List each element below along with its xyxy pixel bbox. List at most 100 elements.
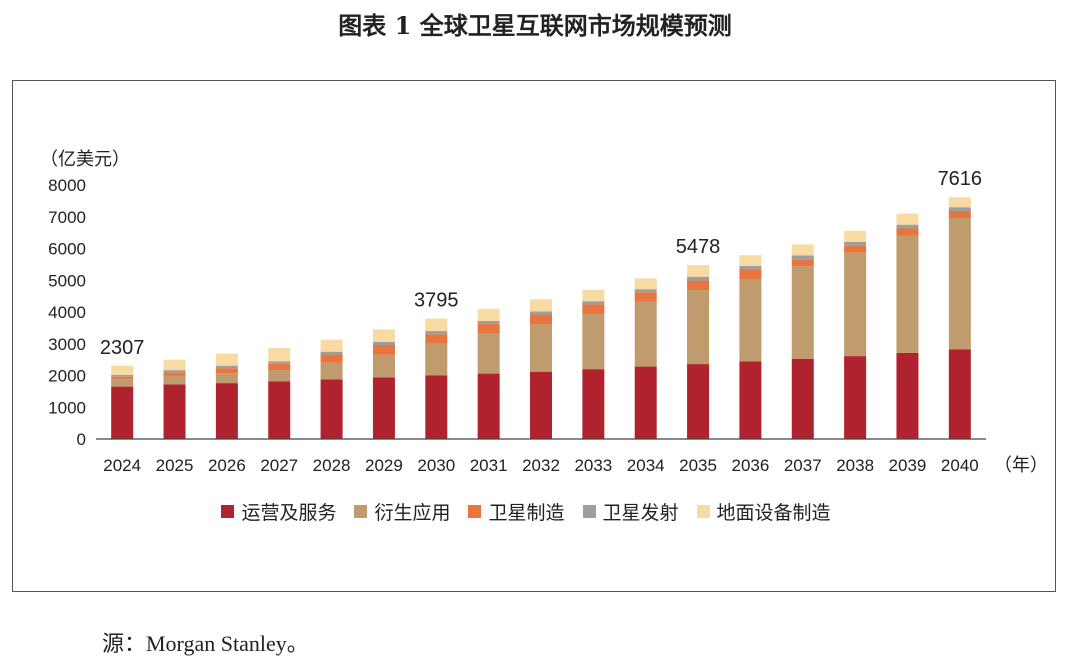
y-tick-label: 1000 xyxy=(48,398,86,417)
bar-segment-2026 xyxy=(215,373,238,384)
bar-segment-2037 xyxy=(791,266,814,359)
bar-segment-2039 xyxy=(896,235,919,353)
y-tick-label: 5000 xyxy=(48,271,86,290)
x-tick-label: 2031 xyxy=(470,456,508,475)
x-tick-label: 2030 xyxy=(417,456,455,475)
bar-segment-2035 xyxy=(687,290,710,365)
bar-segment-2025 xyxy=(163,370,186,373)
bar-segment-2030 xyxy=(425,375,448,439)
bar-segment-2038 xyxy=(844,230,867,242)
x-tick-label: 2026 xyxy=(208,456,246,475)
bar-segment-2029 xyxy=(372,341,395,346)
bar-segment-2038 xyxy=(844,241,867,246)
bar-segment-2024 xyxy=(111,376,134,380)
bar-segment-2029 xyxy=(372,329,395,342)
bar-segment-2040 xyxy=(948,197,971,208)
legend-label: 卫星制造 xyxy=(488,502,565,524)
bar-segment-2033 xyxy=(582,313,605,370)
bar-segment-2032 xyxy=(530,324,552,372)
bar-segment-2034 xyxy=(634,289,657,293)
y-axis-label: （亿美元） xyxy=(40,149,130,170)
legend-label: 卫星发射 xyxy=(602,502,679,524)
bar-segment-2024 xyxy=(111,365,134,375)
bar-segment-2029 xyxy=(372,345,395,355)
bar-segment-2026 xyxy=(215,368,238,374)
data-label-2035: 5478 xyxy=(676,236,721,258)
x-tick-label: 2034 xyxy=(627,456,665,475)
figure-title: 图表 1 全球卫星互联网市场规模预测 xyxy=(338,11,732,40)
bar-segment-2039 xyxy=(896,352,919,439)
bar-segment-2034 xyxy=(634,292,657,302)
legend-item: 衍生应用 xyxy=(354,498,450,525)
y-tick-label: 3000 xyxy=(48,335,86,354)
legend-swatch xyxy=(354,505,368,518)
bar-segment-2028 xyxy=(320,339,343,352)
legend-swatch xyxy=(468,505,482,518)
x-tick-label: 2035 xyxy=(679,456,717,475)
legend-swatch xyxy=(696,505,710,518)
y-tick-label: 6000 xyxy=(48,240,86,259)
bar-segment-2030 xyxy=(425,334,448,344)
y-tick-label: 8000 xyxy=(48,176,86,195)
legend-item: 卫星发射 xyxy=(582,498,679,525)
bar-segment-2040 xyxy=(948,211,971,219)
bar-segment-2040 xyxy=(948,349,971,439)
bar-segment-2038 xyxy=(844,252,867,357)
bar-segment-2034 xyxy=(634,278,657,290)
bar-segment-2036 xyxy=(739,255,762,266)
x-tick-label: 2040 xyxy=(941,456,979,475)
bar-segment-2032 xyxy=(530,371,552,439)
bar-segment-2037 xyxy=(791,259,814,267)
x-tick-label: 2032 xyxy=(522,456,560,475)
bar-segment-2028 xyxy=(320,354,343,363)
x-tick-label: 2038 xyxy=(836,456,874,475)
bar-segment-2035 xyxy=(687,276,710,281)
bar-segment-2039 xyxy=(896,224,919,229)
legend-item: 卫星制造 xyxy=(468,498,565,525)
bar-segment-2026 xyxy=(215,365,238,369)
data-label-2030: 3795 xyxy=(414,290,459,312)
bar-segment-2033 xyxy=(582,301,605,305)
bar-segment-2032 xyxy=(530,299,552,312)
bar-segment-2029 xyxy=(372,354,395,378)
legend-label: 衍生应用 xyxy=(374,502,451,524)
bar-segment-2035 xyxy=(687,364,710,439)
bar-segment-2030 xyxy=(425,331,448,335)
y-tick-label: 2000 xyxy=(48,367,86,386)
bar-segment-2034 xyxy=(634,366,657,439)
bar-segment-2028 xyxy=(320,379,343,439)
bar-segment-2035 xyxy=(687,280,710,291)
bar-segment-2026 xyxy=(215,353,238,366)
bar-segment-2027 xyxy=(268,347,291,362)
legend-item: 地面设备制造 xyxy=(696,498,831,525)
bar-segment-2027 xyxy=(268,363,291,371)
x-tick-label: 2029 xyxy=(365,456,403,475)
bar-segment-2027 xyxy=(268,381,291,439)
bar-segment-2037 xyxy=(791,255,814,260)
bar-segment-2031 xyxy=(477,324,500,334)
bar-segment-2030 xyxy=(425,318,448,332)
x-tick-label: 2024 xyxy=(103,456,141,475)
bar-segment-2030 xyxy=(425,343,448,376)
bar-segment-2039 xyxy=(896,228,919,236)
legend-swatch xyxy=(582,505,596,518)
bar-segment-2024 xyxy=(111,379,134,387)
bar-segment-2036 xyxy=(739,269,762,279)
source-note: 源：Morgan Stanley。 xyxy=(102,631,309,656)
bar-segment-2033 xyxy=(582,289,605,302)
bar-segment-2038 xyxy=(844,356,867,439)
bar-segment-2031 xyxy=(477,308,500,321)
y-tick-label: 0 xyxy=(77,430,86,449)
bar-segment-2025 xyxy=(163,375,186,385)
data-label-2024: 2307 xyxy=(100,337,145,359)
bar-segment-2033 xyxy=(582,304,605,314)
bar-segment-2025 xyxy=(163,359,186,371)
bar-segment-2028 xyxy=(320,362,343,380)
bar-segment-2039 xyxy=(896,213,919,225)
bar-segment-2029 xyxy=(372,377,395,439)
chart-legend: 运营及服务 衍生应用 卫星制造 卫星发射 地面设备制造 xyxy=(0,498,1070,525)
x-tick-label: 2025 xyxy=(156,456,194,475)
x-tick-label: 2028 xyxy=(313,456,351,475)
x-tick-label: 2037 xyxy=(784,456,822,475)
